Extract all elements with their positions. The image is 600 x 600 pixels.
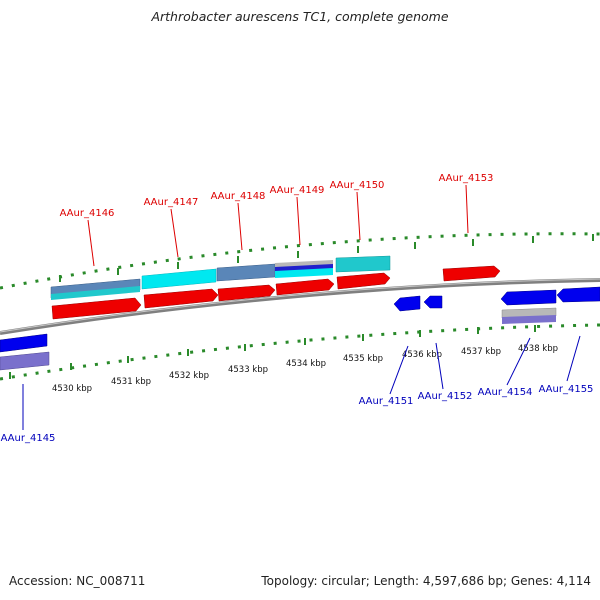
gene-label-forward: AAur_4147 (144, 197, 199, 208)
gene-label-leader (566, 335, 581, 382)
cds-arrow-aaur-4148 (217, 284, 276, 302)
accession-text: Accession: NC_008711 (9, 574, 146, 588)
feature-lavender-2 (502, 315, 556, 324)
scale-label: 4537 kbp (461, 347, 501, 357)
outer-tick-track (0, 232, 600, 290)
scale-label: 4533 kbp (228, 365, 268, 375)
cds-arrow-aaur-4150 (336, 272, 391, 290)
cds-arrow-aaur-4151 (393, 295, 421, 312)
gene-label-leader (296, 196, 301, 246)
forward-feature-row-1 (50, 255, 391, 300)
genome-backbone (0, 278, 600, 335)
gene-label-leader (170, 208, 179, 258)
cds-arrow-aaur-4149 (275, 278, 335, 296)
gene-label-reverse: AAur_4145 (1, 433, 56, 444)
gene-labels: AAur_4146 AAur_4147 AAur_4148 AAur_4149 AAur… (1, 173, 594, 444)
feature-cyan-2 (275, 268, 333, 278)
gene-label-forward: AAur_4149 (270, 185, 325, 196)
feature-grey-1 (275, 260, 333, 268)
outer-major-ticks (59, 234, 594, 282)
gene-label-leader (356, 191, 361, 241)
genome-backbone-highlight (0, 278, 600, 333)
gene-label-forward: AAur_4148 (211, 191, 266, 202)
gene-label-leader (435, 342, 444, 390)
gene-label-forward: AAur_4146 (60, 208, 115, 219)
scale-label: 4531 kbp (111, 377, 151, 387)
feature-navy-1 (275, 264, 333, 272)
feature-teal-1 (51, 286, 140, 300)
gene-label-leader (87, 219, 95, 267)
scale-labels: 4530 kbp 4531 kbp 4532 kbp 4533 kbp 4534 kbp… (52, 344, 558, 394)
reverse-cds-row (0, 286, 600, 371)
cds-arrow-aaur-4153 (442, 265, 501, 282)
gene-label-leader (389, 345, 409, 395)
topology-text: Topology: circular; Length: 4,597,686 bp… (261, 574, 591, 588)
gene-label-forward: AAur_4150 (330, 180, 385, 191)
cds-arrow-aaur-4155 (556, 286, 600, 303)
scale-label: 4538 kbp (518, 344, 558, 354)
scale-label: 4534 kbp (286, 359, 326, 369)
cds-arrow-aaur-4146 (51, 297, 142, 320)
forward-cds-row (51, 265, 501, 320)
gene-label-leader (465, 184, 469, 234)
cds-arrow-aaur-4147 (143, 288, 219, 309)
scale-label: 4530 kbp (52, 384, 92, 394)
gene-label-leader (506, 337, 531, 386)
cds-arrow-aaur-4145 (0, 333, 48, 353)
gene-label-reverse: AAur_4151 (359, 396, 414, 407)
map-title: Arthrobacter aurescens TC1, complete gen… (151, 9, 449, 24)
cds-arrow-aaur-4152 (423, 295, 443, 309)
feature-cyan-1 (141, 268, 217, 290)
inner-major-ticks (9, 325, 536, 379)
scale-label: 4536 kbp (402, 350, 442, 360)
scale-label: 4535 kbp (343, 354, 383, 364)
gene-label-reverse: AAur_4152 (418, 391, 473, 402)
inner-tick-track (0, 323, 600, 381)
feature-steelblue-2 (216, 263, 276, 282)
gene-label-reverse: AAur_4155 (539, 384, 594, 395)
feature-lavender-1 (0, 351, 50, 371)
gene-label-reverse: AAur_4154 (478, 387, 533, 398)
gene-label-leader (237, 202, 243, 251)
scale-label: 4532 kbp (169, 371, 209, 381)
gene-label-forward: AAur_4153 (439, 173, 494, 184)
feature-teal-2 (335, 255, 391, 273)
cds-arrow-aaur-4154 (500, 289, 557, 306)
